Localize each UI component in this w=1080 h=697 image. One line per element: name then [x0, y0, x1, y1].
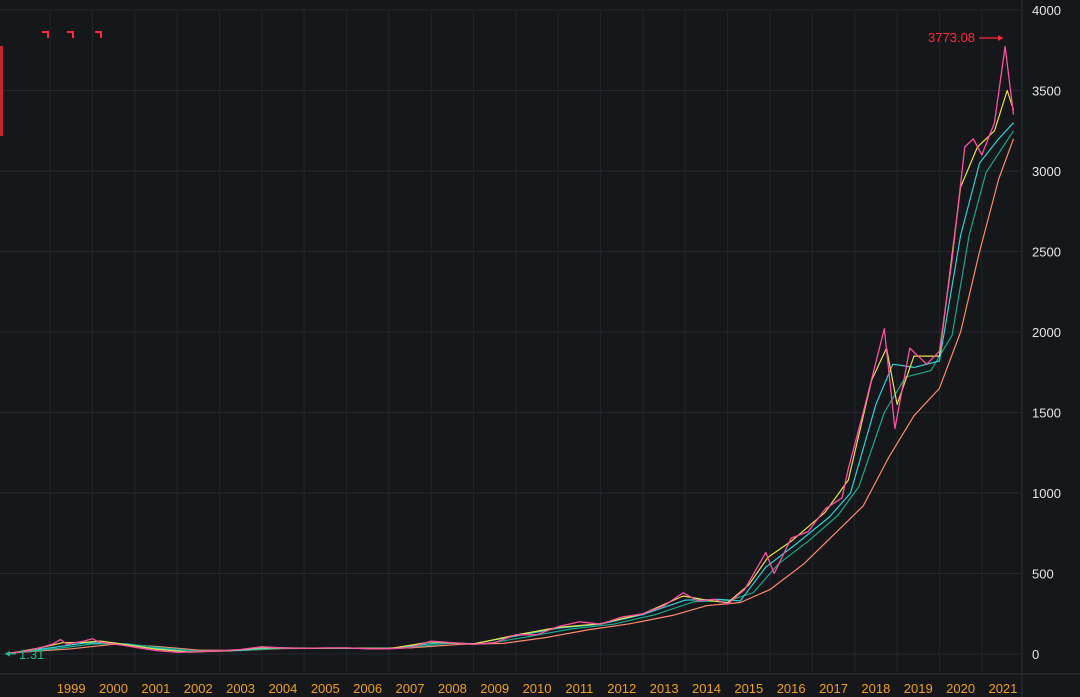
x-tick-label: 2006 [353, 681, 382, 696]
y-tick-label: 500 [1032, 567, 1054, 582]
side-accent-bar [0, 46, 3, 136]
y-tick-label: 3000 [1032, 164, 1061, 179]
x-tick-label: 2012 [607, 681, 636, 696]
max-arrow-head [998, 35, 1004, 41]
y-tick-label: 4000 [1032, 3, 1061, 18]
corner-marker [42, 31, 49, 38]
x-tick-label: 2005 [311, 681, 340, 696]
y-tick-label: 1500 [1032, 406, 1061, 421]
x-tick-label: 2010 [523, 681, 552, 696]
price-line [7, 45, 1015, 655]
x-tick-label: 2000 [99, 681, 128, 696]
grid [0, 9, 1022, 674]
x-tick-label: 2008 [438, 681, 467, 696]
x-tick-label: 2003 [226, 681, 255, 696]
x-tick-label: 2016 [777, 681, 806, 696]
y-tick-label: 3500 [1032, 84, 1061, 99]
max-value-label: 3773.08 [928, 30, 975, 45]
x-tick-label: 2002 [184, 681, 213, 696]
x-tick-label: 1999 [57, 681, 86, 696]
x-tick-label: 2021 [988, 681, 1017, 696]
y-tick-label: 1000 [1032, 486, 1061, 501]
x-tick-label: 2011 [565, 681, 593, 696]
x-tick-label: 2018 [861, 681, 890, 696]
ma-slow-line [7, 130, 1015, 654]
series-group [7, 45, 1015, 655]
x-tick-label: 2007 [396, 681, 425, 696]
x-tick-label: 2017 [819, 681, 848, 696]
x-tick-label: 2014 [692, 681, 721, 696]
x-tick-label: 2009 [480, 681, 509, 696]
y-tick-label: 2500 [1032, 245, 1061, 260]
y-tick-label: 0 [1032, 647, 1039, 662]
x-tick-label: 2004 [268, 681, 297, 696]
x-tick-label: 2020 [946, 681, 975, 696]
corner-marker [95, 31, 102, 38]
min-value-label: 1.31 [19, 647, 44, 662]
annotations: 3773.08 1.31 [5, 30, 1004, 662]
corner-marker [67, 31, 74, 38]
x-tick-label: 2001 [141, 681, 170, 696]
ma-fast-line [7, 89, 1015, 655]
y-tick-label: 2000 [1032, 325, 1061, 340]
x-tick-label: 2013 [650, 681, 679, 696]
ma-long-line [7, 138, 1015, 654]
x-tick-label: 2015 [734, 681, 763, 696]
x-tick-label: 2019 [904, 681, 933, 696]
corner-markers [42, 31, 102, 38]
min-arrow-head [5, 650, 10, 657]
